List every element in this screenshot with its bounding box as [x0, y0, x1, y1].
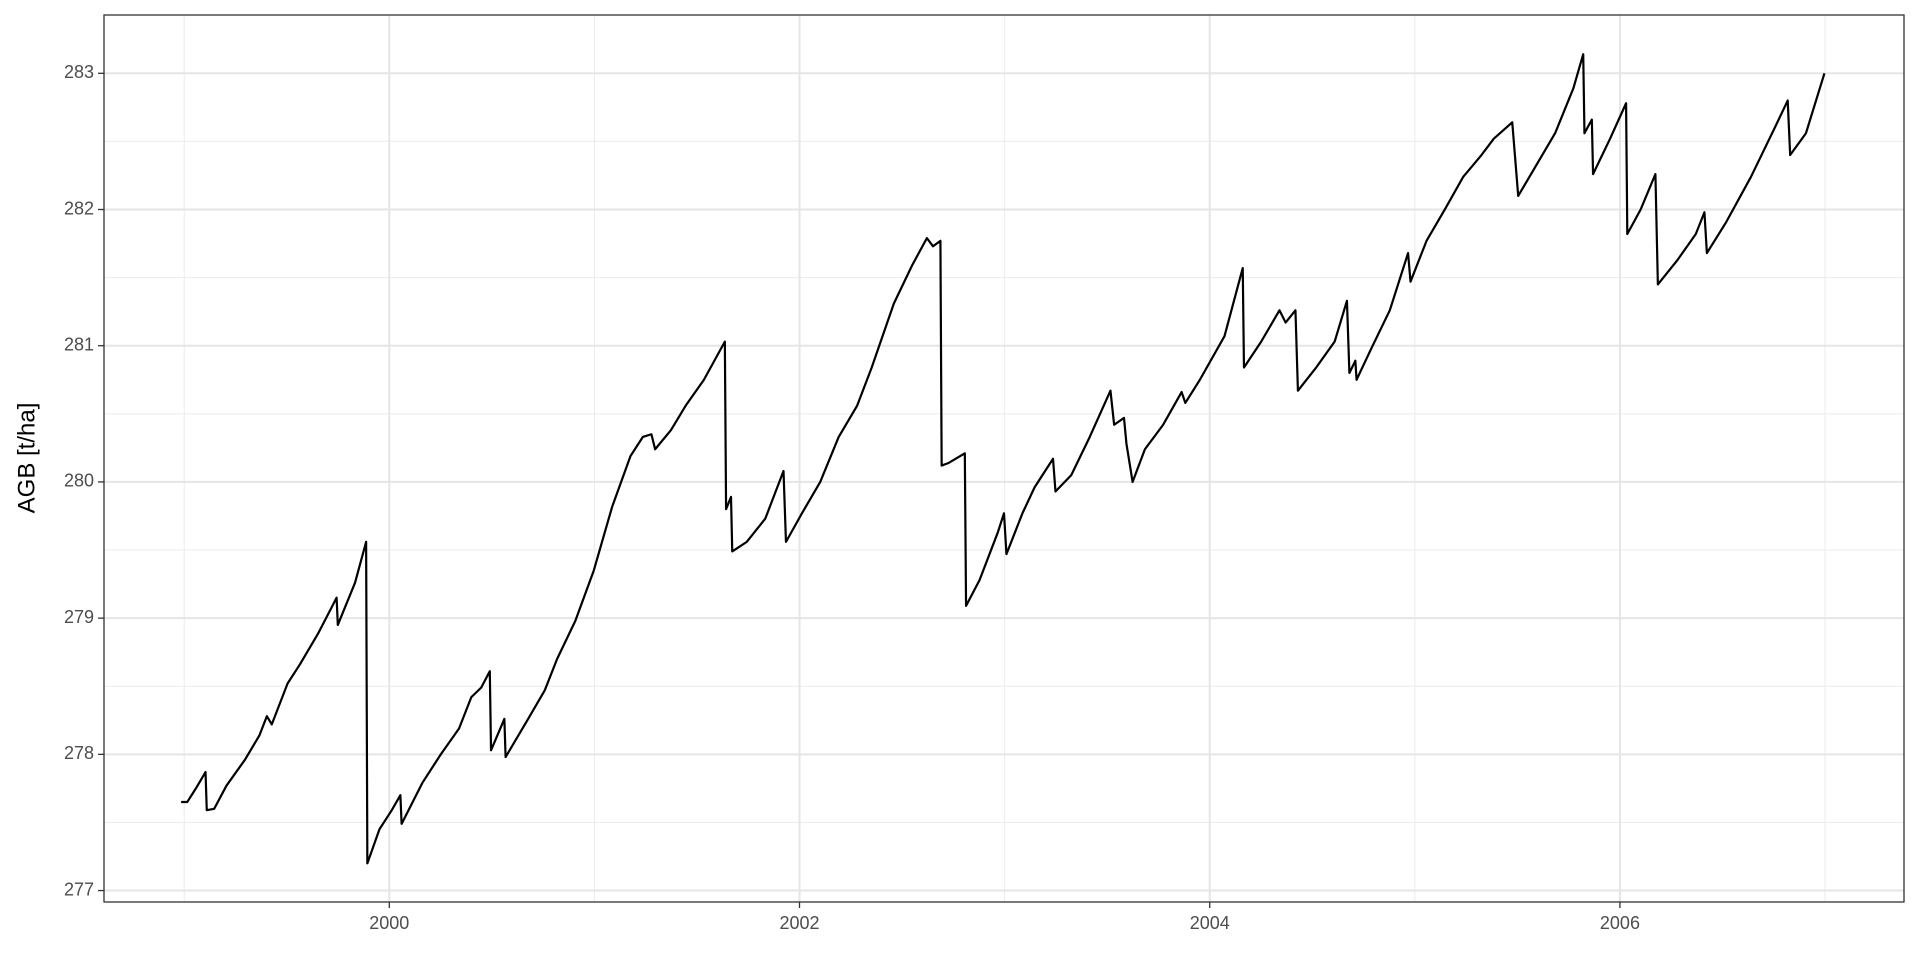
x-tick-label: 2002: [779, 913, 819, 933]
y-tick-label: 278: [64, 743, 94, 763]
y-tick-label: 281: [64, 334, 94, 354]
y-axis-title: AGB [t/ha]: [13, 403, 40, 514]
y-tick-label: 277: [64, 879, 94, 899]
grid: [104, 15, 1904, 902]
y-tick-label: 279: [64, 607, 94, 627]
x-tick-label: 2004: [1190, 913, 1230, 933]
x-tick-label: 2006: [1600, 913, 1640, 933]
y-tick-label: 282: [64, 198, 94, 218]
data-line: [181, 53, 1826, 865]
y-tick-label: 283: [64, 62, 94, 82]
lines: [181, 53, 1826, 865]
x-tick-label: 2000: [369, 913, 409, 933]
y-tick-label: 280: [64, 471, 94, 491]
panel-border: [103, 14, 1905, 903]
